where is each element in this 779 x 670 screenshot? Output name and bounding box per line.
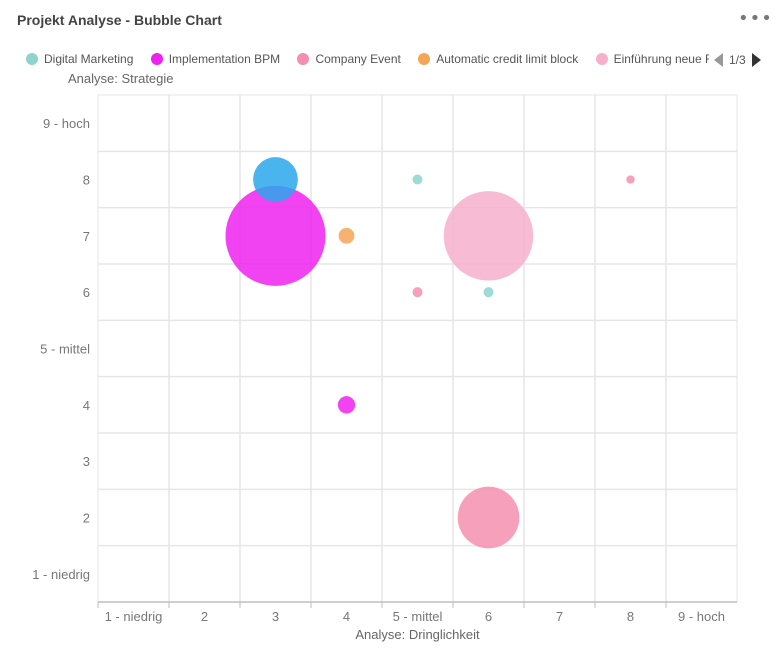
more-options-icon[interactable]: ••• [738,8,773,29]
x-tick-label: 4 [343,609,350,624]
legend-pager: 1/3 [714,53,761,67]
x-tick-labels: 1 - niedrig 2 3 4 5 - mittel 6 7 8 9 - hoch [97,602,725,624]
legend-item[interactable]: Automatic credit limit block [418,52,578,66]
y-tick-label: 5 - mittel [40,342,90,357]
y-tick-label: 8 [83,173,90,188]
legend-marker-icon [150,53,163,65]
legend-label: Automatic credit limit block [436,52,579,66]
y-axis-label: Analyse: Strategie [68,71,174,86]
bubble[interactable] [457,486,520,549]
bubbles [225,157,635,549]
y-tick-label: 3 [83,454,90,469]
y-tick-label: 6 [83,285,90,300]
y-tick-label: 4 [83,398,90,413]
chart-legend: Digital Marketing Implementation BPM Com… [26,52,726,72]
legend-item[interactable]: Digital Marketing [26,52,133,66]
legend-page-indicator: 1/3 [729,53,746,67]
x-tick-label: 9 - hoch [678,609,725,624]
bubble[interactable] [338,227,355,244]
bubble[interactable] [443,191,534,281]
x-axis-label: Analyse: Dringlichkeit [355,627,480,642]
legend-items: Digital Marketing Implementation BPM Com… [26,52,709,72]
legend-item[interactable]: Company Event [297,52,401,66]
x-tick-label: 7 [556,609,563,624]
grid [97,94,738,603]
legend-item[interactable]: Implementation BPM [150,52,281,66]
legend-label: Company Event [315,52,401,66]
x-tick-label: 3 [272,609,279,624]
legend-marker-icon [26,53,38,65]
plot-frame [97,94,738,603]
x-tick-label: 8 [627,609,634,624]
legend-prev-icon[interactable] [714,53,723,67]
legend-item[interactable]: Einführung neue F [595,52,709,66]
legend-label: Implementation BPM [168,52,281,66]
bubble[interactable] [626,175,635,184]
chart-header: Projekt Analyse - Bubble Chart ••• [0,0,779,40]
y-tick-labels: 1 - niedrig 2 3 4 5 - mittel 6 7 8 9 - hoch [32,116,90,582]
bubble[interactable] [412,287,423,298]
chart-title: Projekt Analyse - Bubble Chart [17,12,222,28]
bubble[interactable] [225,185,326,286]
x-tick-label: 1 - niedrig [105,609,163,624]
y-tick-label: 2 [83,511,90,526]
legend-marker-icon [297,53,310,65]
x-tick-label: 2 [201,609,208,624]
x-tick-label: 5 - mittel [393,609,443,624]
legend-marker-icon [595,53,608,65]
bubble[interactable] [483,287,494,298]
bubble[interactable] [412,174,423,185]
y-tick-label: 7 [83,229,90,244]
legend-next-icon[interactable] [751,53,761,67]
y-tick-label: 9 - hoch [43,116,90,131]
x-tick-label: 6 [485,609,492,624]
legend-label: Digital Marketing [44,52,134,66]
y-tick-label: 1 - niedrig [32,567,90,582]
legend-marker-icon [418,53,431,65]
bubble[interactable] [337,396,356,414]
legend-label: Einführung neue F [613,52,709,66]
bubble[interactable] [253,157,298,202]
